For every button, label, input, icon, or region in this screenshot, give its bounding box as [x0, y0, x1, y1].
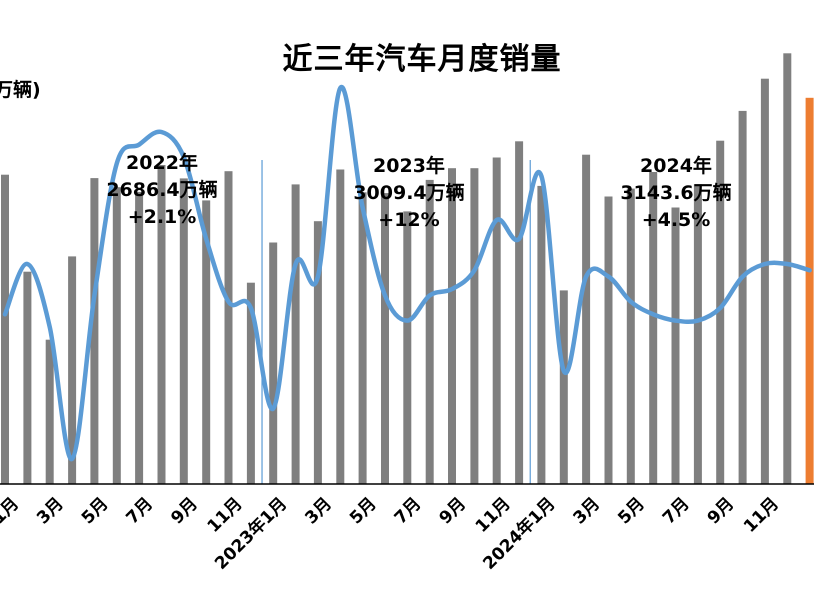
sales-bar [760, 78, 769, 484]
x-tick-label: 3月 [301, 494, 336, 529]
annotation-2024-year: 2024年 [640, 155, 712, 177]
annotation-2022-year: 2022年 [126, 152, 198, 174]
sales-bar [291, 184, 300, 484]
annotation-2023: 2023年 3009.4万辆 +12% [324, 153, 494, 234]
x-tick-label: 5月 [614, 494, 649, 529]
annotation-2022-growth: +2.1% [127, 206, 197, 228]
x-tick-label: 3月 [570, 494, 605, 529]
sales-bar [448, 168, 456, 484]
sales-bar [604, 196, 613, 484]
sales-bar [805, 97, 814, 485]
annotation-2023-growth: +12% [378, 209, 440, 231]
sales-bars [1, 53, 814, 485]
x-tick-label: 7月 [391, 494, 426, 529]
sales-bar [492, 157, 501, 484]
sales-bar [68, 256, 77, 484]
growth-rate-line [2, 84, 812, 462]
sales-bar [537, 185, 546, 484]
y-axis-unit-label: 万辆) [0, 79, 41, 101]
sales-bar [381, 193, 389, 484]
sales-bar [582, 154, 591, 484]
sales-bar [336, 169, 345, 484]
sales-bar [403, 211, 412, 484]
sales-bar [23, 271, 32, 484]
x-tick-label: 5月 [346, 494, 381, 529]
annotation-2022-total: 2686.4万辆 [106, 179, 218, 201]
sales-bar [738, 110, 747, 485]
year-dividers [261, 160, 531, 484]
annotation-2023-total: 3009.4万辆 [353, 182, 465, 204]
sales-bar [246, 282, 255, 484]
sales-bar [45, 339, 54, 484]
sales-bar [358, 192, 367, 485]
x-tick-label: 9月 [167, 494, 202, 529]
sales-bar [649, 172, 658, 484]
annotation-2024: 2024年 3143.6万辆 +4.5% [591, 153, 761, 234]
annotation-2023-year: 2023年 [373, 155, 445, 177]
sales-bar [671, 207, 680, 484]
annotation-2024-growth: +4.5% [641, 209, 711, 231]
sales-bar [313, 221, 322, 484]
annotation-2022: 2022年 2686.4万辆 +2.1% [77, 150, 247, 231]
x-tick-label: 7月 [659, 494, 694, 529]
sales-bar [112, 187, 121, 484]
sales-bar [515, 141, 524, 485]
sales-bar [470, 168, 479, 484]
x-tick-label: 1月 [0, 494, 23, 529]
sales-bar [90, 178, 99, 484]
chart-title: 近三年汽车月度销量 [282, 42, 562, 77]
x-tick-label: 11月 [740, 494, 783, 537]
sales-bar [224, 171, 233, 484]
sales-bar [425, 179, 434, 484]
x-tick-label: 5月 [78, 494, 113, 529]
x-tick-label: 9月 [435, 494, 470, 529]
sales-bar [693, 184, 702, 484]
sales-bar [157, 165, 166, 484]
sales-bar [626, 188, 635, 484]
x-tick-label: 7月 [123, 494, 158, 529]
sales-bar [1, 174, 9, 484]
x-tick-label: 9月 [704, 494, 739, 529]
annotation-2024-total: 3143.6万辆 [620, 182, 732, 204]
sales-bar [559, 290, 568, 484]
sales-bar [202, 200, 211, 484]
sales-bar [179, 178, 188, 484]
sales-bar [716, 140, 725, 484]
sales-bar [269, 242, 278, 484]
sales-bar [783, 53, 792, 485]
x-tick-label: 3月 [33, 494, 68, 529]
sales-bar [135, 191, 144, 484]
